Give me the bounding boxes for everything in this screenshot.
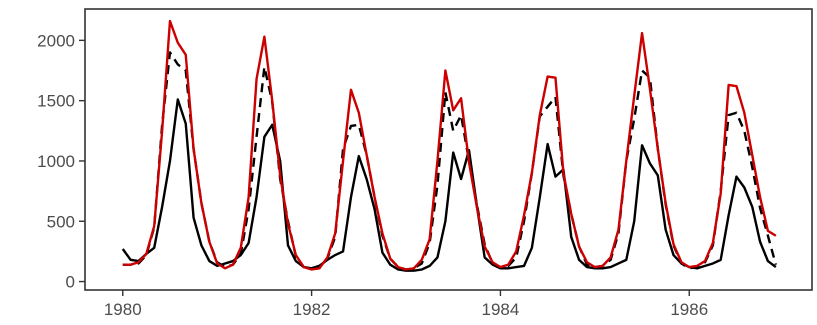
y-tick-label-1000: 1000: [37, 152, 75, 171]
x-tick-label-1980: 1980: [104, 300, 142, 319]
x-tick-label-1982: 1982: [293, 300, 331, 319]
x-tick-label-1984: 1984: [482, 300, 520, 319]
y-tick-label-0: 0: [66, 273, 75, 292]
y-axis: 0 500 1000 1500 2000: [37, 31, 85, 292]
series-line-1: [121, 98, 777, 272]
series-line-3: [122, 19, 777, 271]
y-tick-label-500: 500: [47, 212, 75, 231]
plot-panel: [84, 8, 813, 291]
series-layer: [121, 19, 777, 272]
y-tick-label-2000: 2000: [37, 31, 75, 50]
y-tick-label-1500: 1500: [37, 92, 75, 111]
x-tick-label-1986: 1986: [670, 300, 708, 319]
x-axis: 1980 1982 1984 1986: [104, 290, 708, 319]
